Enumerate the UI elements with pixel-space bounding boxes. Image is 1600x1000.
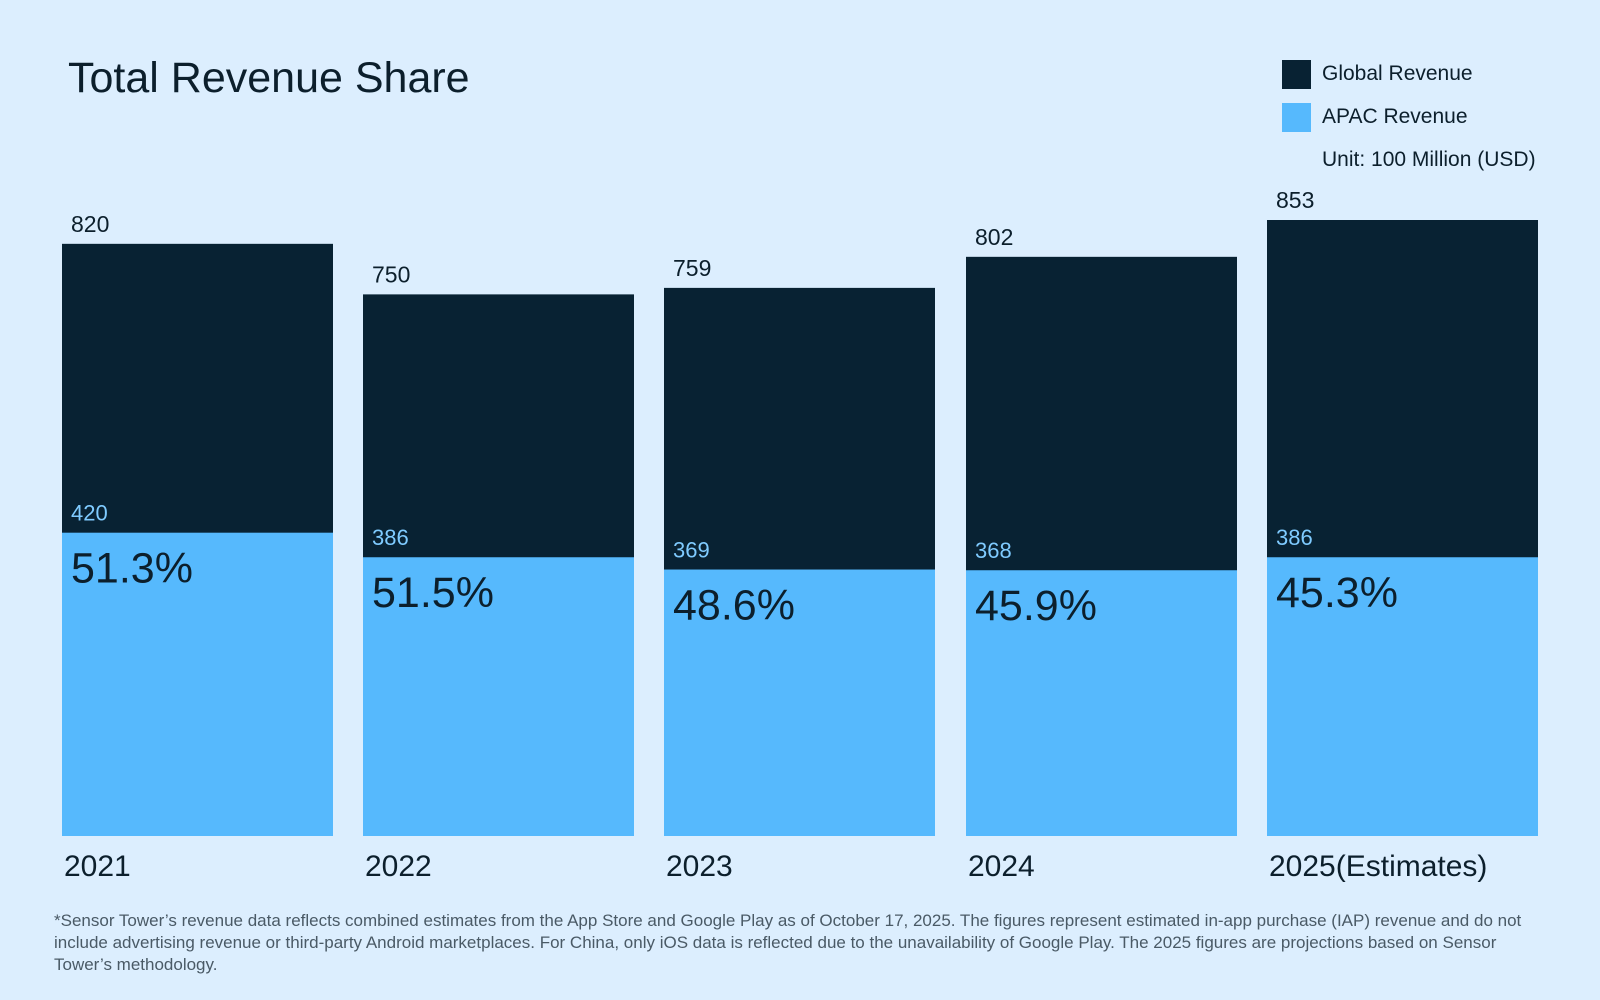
- share-label: 48.6%: [673, 582, 795, 630]
- apac-value-label: 369: [673, 538, 710, 563]
- x-tick-label: 2024: [968, 850, 1035, 883]
- chart-plot: 820 420 51.3% 2021 750 386 51.5% 2022 759 369 48.6…: [62, 187, 1538, 883]
- footnote: *Sensor Tower’s revenue data reflects co…: [54, 911, 1522, 974]
- global-value-label: 750: [372, 261, 410, 287]
- legend-swatch-global: [1282, 60, 1311, 89]
- x-tick-label: 2021: [64, 850, 131, 883]
- x-tick-label: 2023: [666, 850, 733, 883]
- global-value-label: 802: [975, 224, 1013, 250]
- apac-value-label: 368: [975, 538, 1012, 563]
- global-value-label: 820: [71, 211, 109, 237]
- unit-note: Unit: 100 Million (USD): [1322, 148, 1536, 171]
- share-label: 45.9%: [975, 582, 1097, 630]
- bar-apac-2021: [62, 532, 333, 836]
- global-value-label: 853: [1276, 187, 1314, 213]
- bar-apac-2025(Estimates): [1267, 557, 1538, 836]
- apac-value-label: 386: [1276, 525, 1313, 550]
- bar-apac-2024: [966, 570, 1237, 836]
- bar-apac-2022: [363, 557, 634, 836]
- share-label: 45.3%: [1276, 569, 1398, 617]
- chart-title: Total Revenue Share: [68, 54, 470, 102]
- apac-value-label: 386: [372, 525, 409, 550]
- global-value-label: 759: [673, 255, 711, 281]
- share-label: 51.3%: [71, 545, 193, 593]
- x-tick-label: 2022: [365, 850, 432, 883]
- legend-label-apac: APAC Revenue: [1322, 105, 1468, 128]
- apac-value-label: 420: [71, 501, 108, 526]
- bar-apac-2023: [664, 569, 935, 836]
- legend-swatch-apac: [1282, 103, 1311, 132]
- legend-label-global: Global Revenue: [1322, 62, 1473, 85]
- share-label: 51.5%: [372, 569, 494, 617]
- x-tick-label: 2025(Estimates): [1269, 850, 1487, 883]
